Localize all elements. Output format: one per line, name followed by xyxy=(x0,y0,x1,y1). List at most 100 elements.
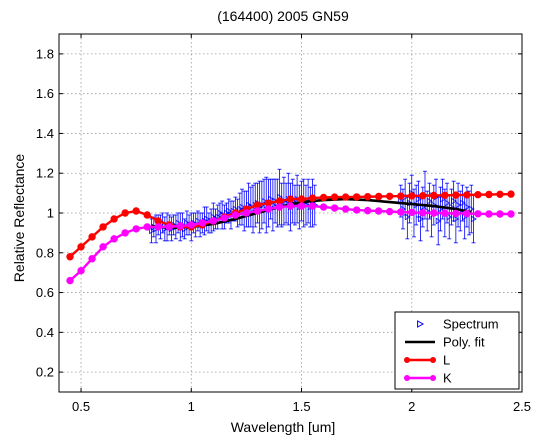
series-marker xyxy=(110,235,118,243)
y-tick-label: 1 xyxy=(47,206,54,221)
spectrum-point xyxy=(451,197,458,205)
spectrum-point xyxy=(418,215,425,223)
series-marker xyxy=(374,207,383,215)
series-marker xyxy=(441,209,449,217)
spectrum-point xyxy=(471,215,477,223)
spectrum-point xyxy=(459,199,466,207)
series-marker xyxy=(441,191,449,199)
series-marker xyxy=(88,255,96,263)
y-tick-label: 0.8 xyxy=(36,245,54,260)
series-marker xyxy=(308,202,317,210)
series-marker xyxy=(297,195,306,203)
series-marker xyxy=(220,214,229,222)
ticks: 0.5 1 1.5 2 2.5 0.2 0.4 0.6 0.8 1 1.2 1.4 1.6 1.8 xyxy=(36,34,531,414)
series-marker xyxy=(452,191,460,199)
spectrum-point xyxy=(464,203,471,211)
spectrum-point xyxy=(444,199,451,207)
x-tick-label: 1.5 xyxy=(292,399,310,414)
y-axis-label: Relative Reflectance xyxy=(11,154,27,283)
series-marker xyxy=(132,207,140,215)
series-marker xyxy=(154,223,162,231)
spectrum-point xyxy=(455,201,462,209)
legend-label: Spectrum xyxy=(443,317,499,332)
x-tick-label: 2.5 xyxy=(513,399,531,414)
series-marker xyxy=(374,192,383,201)
legend-swatch-marker xyxy=(430,375,436,381)
series-marker xyxy=(397,192,405,200)
series-marker xyxy=(165,223,173,231)
legend-swatch-marker xyxy=(404,375,410,381)
series-marker xyxy=(496,210,504,218)
series-marker xyxy=(430,191,438,200)
series-marker xyxy=(419,191,427,200)
series-marker xyxy=(176,222,184,230)
series-marker xyxy=(474,191,482,199)
legend-swatch-marker xyxy=(404,357,410,363)
legend-swatch-spectrum xyxy=(417,320,425,328)
series-marker xyxy=(143,223,151,231)
series-marker xyxy=(242,209,251,217)
series-marker xyxy=(463,191,471,199)
series-marker xyxy=(386,207,394,216)
series-marker xyxy=(286,195,295,203)
series-marker xyxy=(99,243,107,251)
series-marker xyxy=(408,192,416,200)
series-marker xyxy=(463,209,471,218)
series-marker xyxy=(408,208,416,217)
legend-label: L xyxy=(443,353,450,368)
series-marker xyxy=(308,194,317,202)
series-marker xyxy=(363,192,372,201)
spectrum-point xyxy=(446,213,453,221)
spectrum-point xyxy=(468,205,475,213)
series-marker xyxy=(253,201,262,209)
y-tick-label: 0.6 xyxy=(36,285,54,300)
series-marker xyxy=(397,208,405,216)
series-marker xyxy=(77,266,85,275)
series-marker xyxy=(275,197,284,205)
y-tick-label: 1.8 xyxy=(36,46,54,61)
series-marker xyxy=(275,203,284,211)
series-marker xyxy=(264,199,273,207)
data-layer xyxy=(66,168,515,285)
series-marker xyxy=(297,202,306,210)
k-series xyxy=(66,202,515,285)
series-marker xyxy=(485,210,493,218)
series-marker xyxy=(319,203,328,211)
series-marker xyxy=(253,207,262,215)
series-marker xyxy=(474,210,482,218)
series-marker xyxy=(121,229,129,237)
series-marker xyxy=(132,225,140,233)
y-tick-label: 1.4 xyxy=(36,126,54,141)
series-marker xyxy=(430,209,438,217)
series-marker xyxy=(341,193,350,201)
legend-label: K xyxy=(443,371,452,386)
spectrum-point xyxy=(453,215,460,223)
series-marker xyxy=(352,206,361,214)
y-tick-label: 1.2 xyxy=(36,166,54,181)
x-tick-label: 0.5 xyxy=(72,399,90,414)
y-tick-label: 0.4 xyxy=(36,325,54,340)
series-marker xyxy=(99,223,107,231)
series-marker xyxy=(154,217,162,225)
series-marker xyxy=(330,193,339,201)
series-marker xyxy=(485,190,493,199)
series-marker xyxy=(187,221,195,229)
series-marker xyxy=(363,206,372,215)
series-marker xyxy=(143,211,151,219)
series-marker xyxy=(209,217,218,225)
series-marker xyxy=(88,233,96,241)
series-marker xyxy=(452,209,460,218)
legend-swatch-marker xyxy=(430,357,436,363)
series-marker xyxy=(77,243,85,251)
series-marker xyxy=(286,202,295,210)
l-series xyxy=(66,190,515,261)
y-tick-label: 1.6 xyxy=(36,86,54,101)
chart-title: (164400) 2005 GN59 xyxy=(217,8,349,24)
series-marker xyxy=(110,215,118,223)
series-marker xyxy=(231,211,240,219)
series-marker xyxy=(341,205,350,213)
spectrum-point xyxy=(415,195,422,203)
x-axis-label: Wavelength [um] xyxy=(231,419,336,435)
series-marker xyxy=(330,204,339,212)
